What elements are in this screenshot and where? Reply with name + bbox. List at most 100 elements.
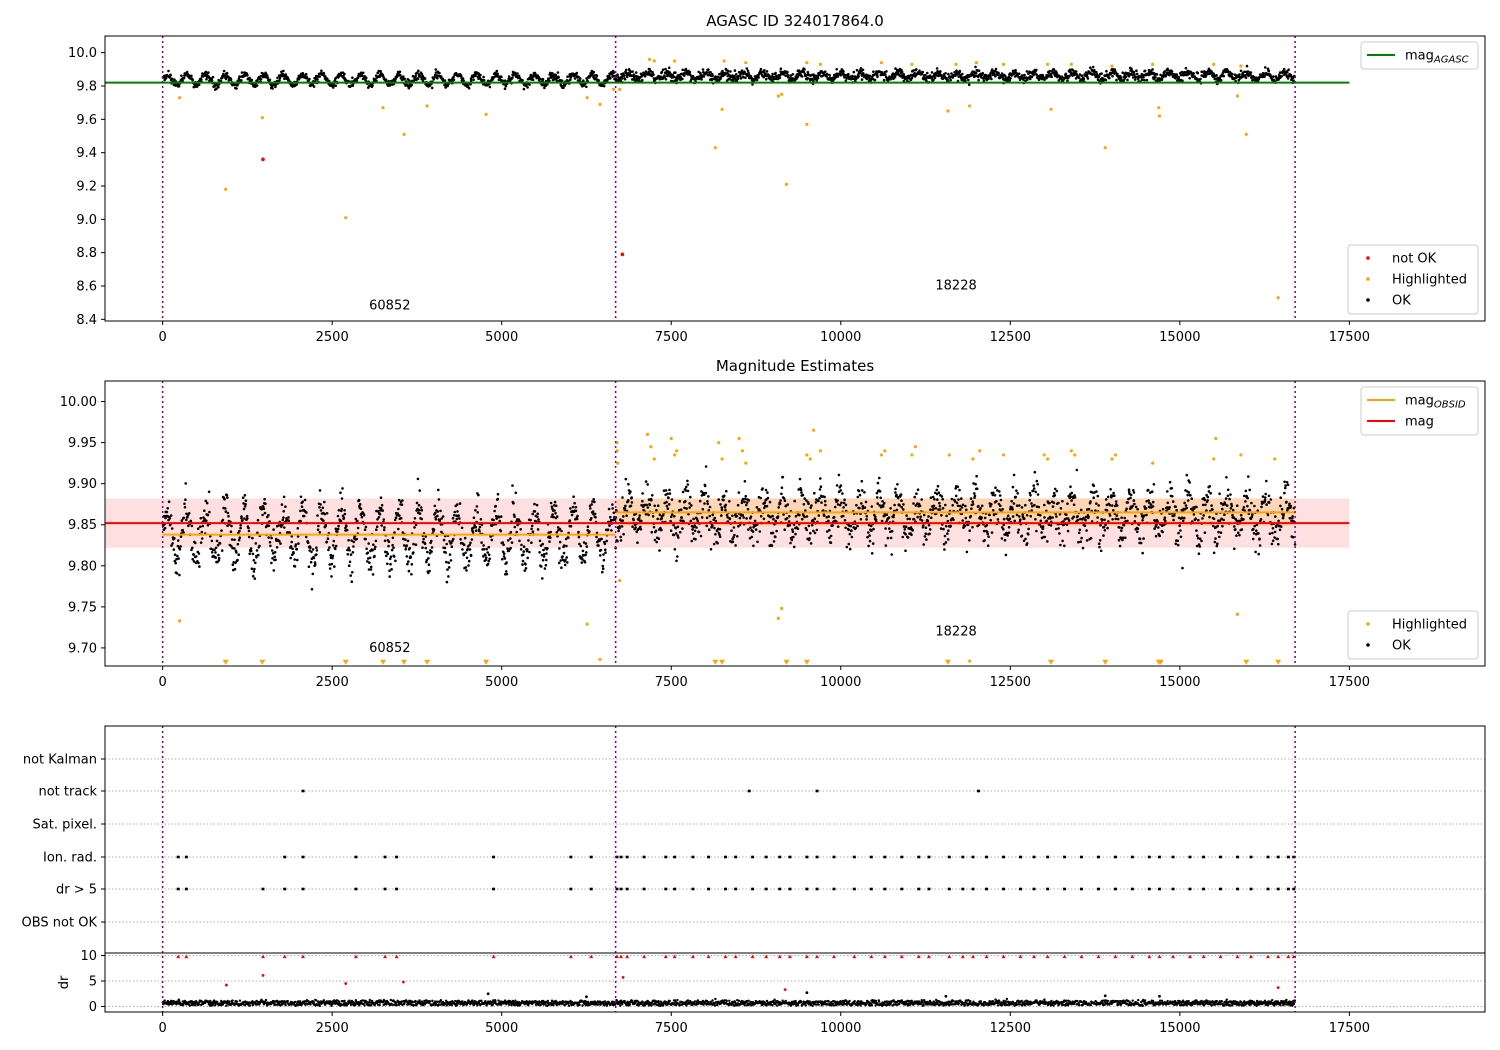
ok-point bbox=[376, 509, 380, 513]
ok-point bbox=[407, 86, 411, 90]
ok-point bbox=[590, 517, 593, 520]
x-tick-label: 12500 bbox=[990, 330, 1031, 345]
ok-point bbox=[1078, 73, 1082, 76]
ok-point bbox=[265, 74, 269, 77]
ok-point bbox=[404, 547, 408, 551]
ok-point bbox=[928, 532, 931, 536]
ok-point bbox=[1089, 500, 1092, 503]
ok-point bbox=[1003, 538, 1007, 542]
ok-point bbox=[553, 509, 556, 512]
ok-point bbox=[876, 481, 880, 485]
ok-point bbox=[938, 504, 942, 508]
ok-point bbox=[1081, 546, 1085, 550]
ok-point bbox=[439, 75, 443, 78]
ok-point bbox=[549, 501, 553, 505]
ok-point bbox=[791, 73, 795, 76]
ok-point bbox=[279, 542, 282, 545]
ok-point bbox=[229, 78, 233, 82]
ok-point bbox=[821, 509, 825, 512]
ok-point bbox=[388, 575, 392, 578]
ok-point bbox=[1213, 77, 1216, 81]
ok-point bbox=[884, 527, 887, 530]
ok-point bbox=[688, 70, 692, 74]
ok-point bbox=[1035, 529, 1038, 533]
ok-point bbox=[799, 488, 803, 492]
ok-point bbox=[324, 523, 328, 527]
ok-point bbox=[309, 560, 313, 564]
ok-point bbox=[987, 77, 990, 81]
ok-point bbox=[238, 536, 242, 539]
ok-point bbox=[247, 529, 251, 533]
ok-point bbox=[1102, 525, 1106, 529]
ok-point bbox=[1093, 68, 1096, 72]
ok-point bbox=[756, 540, 759, 544]
ok-point bbox=[747, 499, 751, 502]
ok-point bbox=[678, 499, 681, 503]
ok-point bbox=[902, 508, 905, 511]
highlighted-point bbox=[1046, 62, 1050, 66]
ok-point bbox=[197, 561, 200, 565]
ok-point bbox=[1051, 505, 1055, 508]
ok-point bbox=[335, 76, 338, 79]
ok-point bbox=[516, 523, 519, 527]
legend-label: OK bbox=[1392, 294, 1411, 309]
ok-point bbox=[731, 74, 734, 77]
ok-point bbox=[178, 548, 182, 551]
ok-point bbox=[1183, 501, 1186, 505]
ok-point bbox=[636, 541, 639, 544]
ok-point bbox=[721, 69, 724, 73]
ok-point bbox=[839, 489, 842, 492]
ok-point bbox=[465, 569, 468, 572]
ok-point bbox=[929, 508, 932, 512]
y-tick-label: 9.4 bbox=[76, 146, 97, 161]
ok-point bbox=[1149, 503, 1153, 506]
ok-point bbox=[334, 527, 338, 531]
ok-point bbox=[640, 519, 643, 523]
ok-point bbox=[1111, 518, 1114, 521]
ok-point bbox=[345, 524, 348, 528]
ok-point bbox=[207, 490, 211, 494]
highlighted-point bbox=[1244, 132, 1248, 136]
ok-point bbox=[432, 528, 436, 531]
panel-title: Magnitude Estimates bbox=[716, 357, 874, 375]
ok-point bbox=[595, 535, 598, 539]
ok-point bbox=[932, 507, 935, 510]
ok-point bbox=[803, 515, 806, 519]
ok-point bbox=[812, 529, 815, 533]
ok-point bbox=[737, 70, 741, 74]
ok-point bbox=[553, 500, 557, 504]
ok-point bbox=[244, 502, 247, 506]
ok-point bbox=[533, 502, 536, 506]
ok-point bbox=[836, 75, 840, 78]
ok-point bbox=[1009, 507, 1012, 511]
ok-point bbox=[865, 518, 868, 521]
ok-point bbox=[369, 565, 373, 569]
ok-point bbox=[392, 555, 396, 558]
highlighted-point bbox=[1103, 146, 1107, 150]
ok-point bbox=[482, 555, 485, 558]
ok-point bbox=[1113, 494, 1116, 498]
ok-point bbox=[1148, 501, 1151, 505]
ok-point bbox=[239, 523, 242, 527]
ok-point bbox=[836, 525, 840, 528]
ok-point bbox=[530, 527, 533, 531]
ok-point bbox=[385, 554, 388, 558]
ok-point bbox=[880, 519, 884, 523]
ok-point bbox=[904, 533, 907, 536]
ok-point bbox=[654, 529, 658, 533]
ok-point bbox=[493, 509, 496, 513]
ok-point bbox=[745, 501, 749, 504]
ok-point bbox=[512, 74, 515, 77]
ok-point bbox=[1180, 516, 1184, 519]
ok-point bbox=[555, 531, 559, 534]
ok-point bbox=[943, 534, 947, 538]
ok-point bbox=[211, 75, 215, 79]
ok-point bbox=[521, 563, 524, 566]
ok-point bbox=[375, 525, 379, 528]
ok-point bbox=[1033, 503, 1036, 507]
ok-point bbox=[433, 504, 437, 508]
ok-point bbox=[600, 537, 603, 541]
ok-point bbox=[354, 517, 358, 521]
ok-point bbox=[247, 526, 250, 530]
ok-point bbox=[867, 544, 870, 548]
